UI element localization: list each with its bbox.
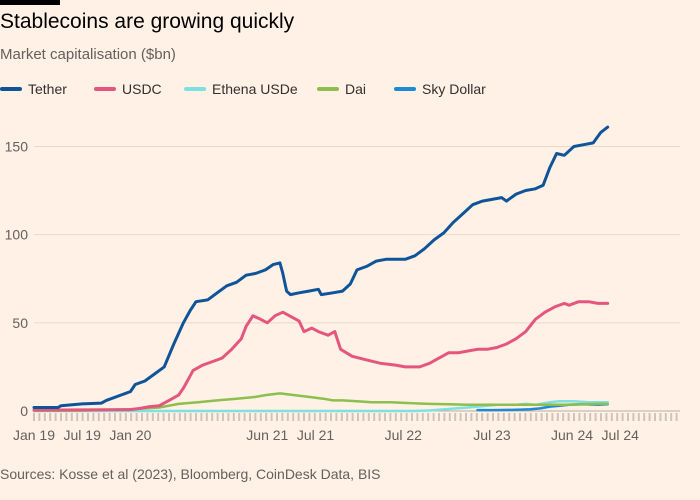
- series-lines: [32, 125, 610, 413]
- line-chart: 0 50 100 150 Jan 19 Jul 19 Jan 20 Jun 21 Jul 21…: [5, 125, 680, 443]
- legend-label-tether: Tether: [28, 81, 67, 97]
- legend-label-sky: Sky Dollar: [422, 81, 486, 97]
- legend-swatch-ethena: [184, 87, 206, 91]
- source-note: Sources: Kosse et al (2023), Bloomberg, …: [0, 466, 381, 482]
- x-axis: [33, 410, 680, 421]
- legend-label-ethena: Ethena USDe: [212, 81, 298, 97]
- legend-label-usdc: USDC: [122, 81, 162, 97]
- chart-title: Stablecoins are growing quickly: [0, 10, 295, 33]
- x-tick-label: Jan 19: [13, 427, 55, 443]
- x-tick-label: Jun 24: [551, 427, 593, 443]
- x-tick-label: Jul 22: [385, 427, 423, 443]
- y-tick-label: 0: [20, 403, 28, 419]
- legend-item-dai: Dai: [317, 79, 366, 99]
- legend-item-ethena: Ethena USDe: [184, 79, 298, 99]
- x-tick-label: Jul 24: [602, 427, 640, 443]
- series-line-usdc: [32, 300, 610, 412]
- legend-swatch-sky: [394, 87, 416, 91]
- x-tick-label: Jan 20: [109, 427, 151, 443]
- x-tick-label: Jul 23: [473, 427, 511, 443]
- y-axis-ticks: 0 50 100 150: [5, 138, 29, 419]
- y-tick-label: 150: [5, 138, 29, 154]
- series-line-dai: [32, 392, 609, 413]
- legend-swatch-dai: [317, 87, 339, 91]
- brand-bar: [0, 0, 60, 5]
- y-tick-label: 100: [5, 227, 29, 243]
- legend-swatch-tether: [0, 87, 22, 91]
- gridlines: [34, 145, 680, 324]
- legend-item-sky: Sky Dollar: [394, 79, 486, 99]
- y-tick-label: 50: [12, 315, 28, 331]
- x-tick-label: Jun 21: [246, 427, 288, 443]
- legend-swatch-usdc: [94, 87, 116, 91]
- series-line-tether: [32, 125, 610, 409]
- x-tick-label: Jul 21: [297, 427, 335, 443]
- chart-subtitle: Market capitalisation ($bn): [0, 46, 176, 63]
- legend-item-tether: Tether: [0, 79, 67, 99]
- legend-item-usdc: USDC: [94, 79, 162, 99]
- x-axis-ticks: Jan 19 Jul 19 Jan 20 Jun 21 Jul 21 Jul 22 Jul …: [13, 427, 639, 443]
- x-tick-label: Jul 19: [64, 427, 102, 443]
- legend-label-dai: Dai: [345, 81, 367, 97]
